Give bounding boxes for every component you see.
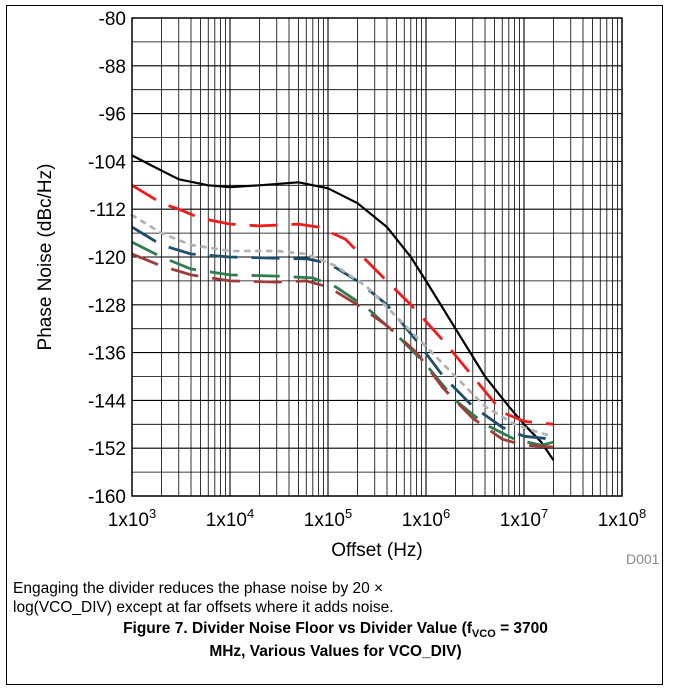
x-axis-ticks: 1x103 1x104 1x105 1x106 1x107 1x108 xyxy=(108,506,646,531)
y-tick-label: -88 xyxy=(99,57,126,78)
y-tick-label: -136 xyxy=(88,344,126,365)
note-line-1: Engaging the divider reduces the phase n… xyxy=(13,580,384,597)
y-tick-label: -128 xyxy=(88,296,126,317)
x-tick-label: 1x106 xyxy=(402,506,450,531)
x-tick-label: 1x108 xyxy=(598,506,646,531)
y-tick-label: -80 xyxy=(99,9,126,30)
y-tick-label: -144 xyxy=(88,391,126,412)
y-tick-label: -152 xyxy=(88,439,126,460)
series-line-2 xyxy=(131,184,554,426)
grid xyxy=(132,18,622,496)
series-line-4 xyxy=(131,240,554,447)
y-tick-label: -120 xyxy=(88,248,126,269)
caption-subscript: VCO xyxy=(471,628,496,641)
caption-line-2: MHz, Various Values for VCO_DIV) xyxy=(209,643,462,660)
x-tick-label: 1x103 xyxy=(108,506,156,531)
chart-id-label: D001 xyxy=(626,551,660,567)
y-tick-label: -160 xyxy=(88,487,126,508)
x-axis-label: Offset (Hz) xyxy=(331,540,423,561)
caption-suffix: = 3700 xyxy=(495,620,548,637)
series-line-5 xyxy=(131,252,554,449)
x-tick-label: 1x105 xyxy=(304,506,352,531)
y-axis-ticks: -80 -88 -96 -104 -112 -120 -128 -136 -144 -152 -16… xyxy=(88,9,126,508)
figure-frame: -80 -88 -96 -104 -112 -120 -128 -136 -144 -152 -16… xyxy=(6,5,663,685)
series-line-6 xyxy=(130,213,555,438)
caption-prefix: Figure 7. Divider Noise Floor vs Divider… xyxy=(123,620,472,637)
x-tick-label: 1x104 xyxy=(206,506,254,531)
note-line-2: log(VCO_DIV) except at far offsets where… xyxy=(13,599,394,616)
figure-caption: Figure 7. Divider Noise Floor vs Divider… xyxy=(7,618,664,645)
series-line-1 xyxy=(131,154,555,461)
y-tick-label: -104 xyxy=(88,152,126,173)
chart: -80 -88 -96 -104 -112 -120 -128 -136 -144 -152 -16… xyxy=(35,9,660,567)
plot-border xyxy=(131,17,623,497)
y-tick-label: -112 xyxy=(89,200,126,221)
y-tick-label: -96 xyxy=(99,105,126,126)
series-group xyxy=(130,154,555,461)
series-line-3 xyxy=(131,225,554,441)
y-axis-label: Phase Noise (dBc/Hz) xyxy=(35,164,56,351)
x-tick-label: 1x107 xyxy=(500,506,548,531)
